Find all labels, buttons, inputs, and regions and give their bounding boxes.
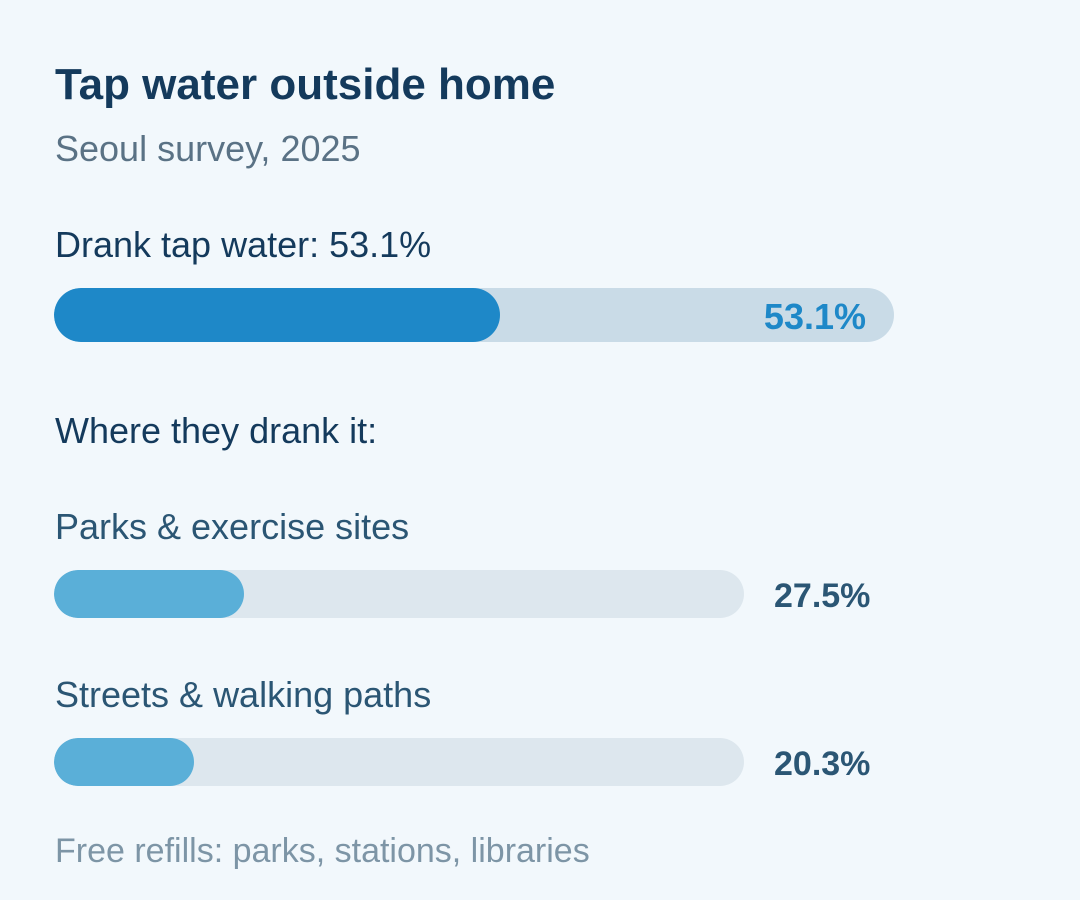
category-label-streets: Streets & walking paths — [55, 674, 432, 715]
category-bar-parks — [54, 570, 244, 618]
footnote: Free refills: parks, stations, libraries — [55, 832, 590, 870]
main-metric-track: 53.1% — [54, 288, 894, 342]
chart-title: Tap water outside home — [55, 60, 556, 109]
main-metric-value: 53.1% — [763, 296, 866, 337]
main-metric-label: Drank tap water: 53.1% — [55, 224, 432, 265]
category-bar-streets — [54, 738, 195, 786]
section-label: Where they drank it: — [55, 410, 378, 451]
chart-subtitle: Seoul survey, 2025 — [55, 128, 361, 169]
category-value-parks: 27.5% — [774, 577, 871, 615]
main-metric-fill — [54, 288, 501, 342]
category-label-parks: Parks & exercise sites — [55, 506, 410, 547]
category-track-streets — [54, 738, 744, 786]
category-track-parks — [54, 570, 744, 618]
category-value-streets: 20.3% — [774, 745, 871, 783]
